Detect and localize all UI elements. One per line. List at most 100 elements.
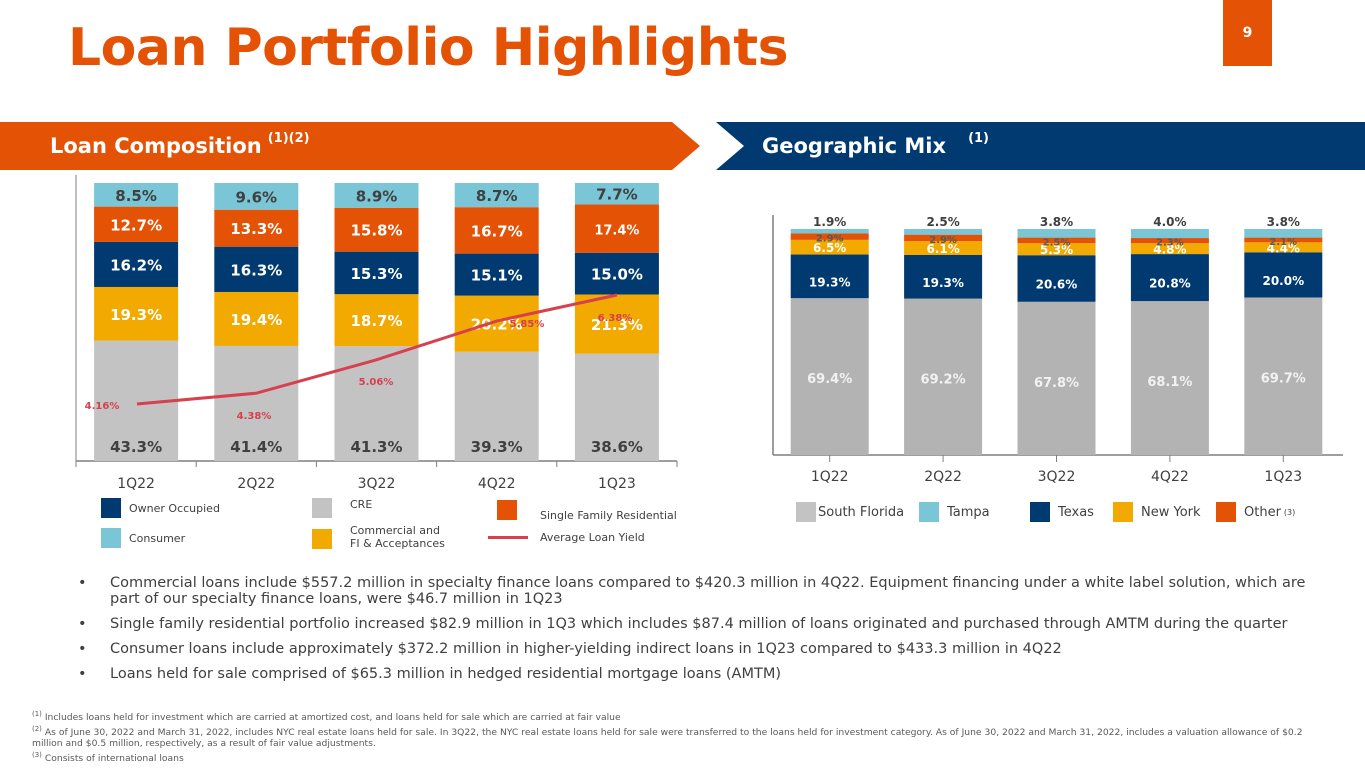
bar-segment-cre <box>214 345 299 461</box>
data-label: 15.1% <box>471 267 523 285</box>
bar-segment-other-3 <box>1017 237 1096 244</box>
bar-segment-texas <box>790 254 869 299</box>
data-label: 43.3% <box>110 438 162 456</box>
bar-segment-tampa <box>1244 229 1323 238</box>
data-label: 16.3% <box>230 261 282 279</box>
bar-segment-single-family-residential <box>334 207 419 252</box>
data-label: 21.3% <box>591 316 643 334</box>
legend-average-loan-yield: Average Loan Yield <box>488 531 645 544</box>
legend-label: Average Loan Yield <box>540 531 645 544</box>
bar-segment-new-york <box>790 239 869 255</box>
bar-segment-texas <box>1244 252 1323 298</box>
bar-segment-other-3 <box>904 234 983 242</box>
bar-segment-texas <box>1017 255 1096 302</box>
new-york-swatch <box>1113 502 1133 522</box>
data-label: 8.9% <box>356 187 398 205</box>
bar-segment-south-florida <box>1244 297 1323 455</box>
bar-segment-single-family-residential <box>94 206 179 242</box>
bar-segment-new-york <box>1130 243 1209 255</box>
yield-label: 5.06% <box>359 377 394 388</box>
loan-composition-chart: 43.3% 19.3% 16.2% 12.7% 8.5% 1Q22 41.4% 19.4% 16… <box>75 175 678 492</box>
data-label: 4.0% <box>1153 215 1186 229</box>
legend-label: Other <box>1244 504 1281 520</box>
data-label: 18.7% <box>350 312 402 330</box>
data-label: 4.4% <box>1267 241 1300 255</box>
bar-segment-commercial-and-fi-acceptances <box>94 286 179 341</box>
footnote-mark: (1) <box>32 710 42 718</box>
highlight-item: Loans held for sale comprised of $65.3 m… <box>78 666 1318 682</box>
loan-composition-footnote-ref: (1)(2) <box>267 130 310 146</box>
x-tick-label: 2Q22 <box>237 476 275 492</box>
highlight-item: Single family residential portfolio incr… <box>78 616 1318 632</box>
footnote-mark: (2) <box>32 724 42 733</box>
data-label: 3.8% <box>1040 215 1073 229</box>
legend-tampa: Tampa <box>919 502 990 522</box>
data-label: 17.4% <box>594 224 639 239</box>
sfr-swatch <box>497 500 517 520</box>
bar-segment-tampa <box>1130 229 1209 239</box>
legend-texas: Texas <box>1030 502 1094 522</box>
bar-segment-tampa <box>1017 229 1096 238</box>
tampa-swatch <box>919 502 939 522</box>
yield-label: 4.38% <box>237 411 272 422</box>
data-label: 20.2% <box>471 316 523 334</box>
legend-label: Consumer <box>129 531 186 545</box>
bar-segment-texas <box>904 254 983 299</box>
yield-line-swatch <box>488 536 528 539</box>
data-label: 15.8% <box>350 222 402 240</box>
bar-segment-south-florida <box>1130 301 1209 455</box>
other-swatch <box>1216 502 1236 522</box>
data-label: 15.3% <box>350 265 402 283</box>
data-label: 8.5% <box>115 187 157 205</box>
data-label: 16.7% <box>471 222 523 240</box>
bar-segment-south-florida <box>790 298 869 455</box>
commercial-swatch <box>312 529 332 549</box>
highlight-item: Consumer loans include approximately $37… <box>78 641 1318 657</box>
data-label: 9.6% <box>235 188 277 206</box>
owner-occupied-swatch <box>101 498 121 518</box>
consumer-swatch <box>101 528 121 548</box>
bar-segment-owner-occupied <box>214 246 299 292</box>
yield-label: 6.38% <box>598 313 633 324</box>
bar-segment-commercial-and-fi-acceptances <box>574 294 659 354</box>
bar-segment-tampa <box>904 229 983 235</box>
legend-cre: CRE <box>312 498 372 518</box>
footnote-mark: (3) <box>32 750 42 759</box>
cre-swatch <box>312 498 332 518</box>
page-number: 9 <box>1223 0 1272 66</box>
legend-label: Tampa <box>947 504 990 520</box>
footnotes: (1) Includes loans held for investment w… <box>32 709 1332 764</box>
bar-segment-other-3 <box>790 233 869 240</box>
legend-south-florida: South Florida <box>796 502 904 522</box>
bar-segment-cre <box>454 351 539 461</box>
legend-label: CRE <box>350 497 373 511</box>
legend-consumer: Consumer <box>101 528 185 548</box>
legend-label-line: Commercial and <box>350 524 440 537</box>
x-tick-label: 1Q22 <box>117 476 155 492</box>
bar-segment-new-york <box>1244 242 1323 253</box>
data-label: 38.6% <box>591 438 643 456</box>
page-title: Loan Portfolio Highlights <box>68 18 789 78</box>
loan-composition-title: Loan Composition <box>50 134 262 158</box>
footnote-text: As of June 30, 2022 and March 31, 2022, … <box>32 726 1303 750</box>
x-tick-label: 1Q23 <box>598 476 636 492</box>
data-label: 6.5% <box>813 241 846 255</box>
footnote-text: Consists of international loans <box>44 752 184 764</box>
data-label: 2.5% <box>1043 237 1071 248</box>
data-label: 20.0% <box>1262 274 1304 288</box>
data-label: 1.9% <box>813 215 846 229</box>
data-label: 41.3% <box>350 438 402 456</box>
bar-segment-other-3 <box>1244 237 1323 243</box>
geographic-mix-footnote-ref: (1) <box>968 130 989 146</box>
data-label: 69.7% <box>1261 371 1306 386</box>
x-tick-label: 4Q22 <box>1151 469 1189 485</box>
bar-segment-owner-occupied <box>334 251 419 295</box>
bar-segment-commercial-and-fi-acceptances <box>454 295 539 352</box>
data-label: 2.5% <box>926 215 959 229</box>
data-label: 16.2% <box>110 256 162 274</box>
yield-label: 5.85% <box>510 319 545 330</box>
legend-label-line: FI & Acceptances <box>350 537 445 550</box>
bar-segment-texas <box>1130 254 1209 302</box>
yield-label: 4.16% <box>85 401 120 412</box>
footnote: (2) As of June 30, 2022 and March 31, 20… <box>32 724 1332 750</box>
